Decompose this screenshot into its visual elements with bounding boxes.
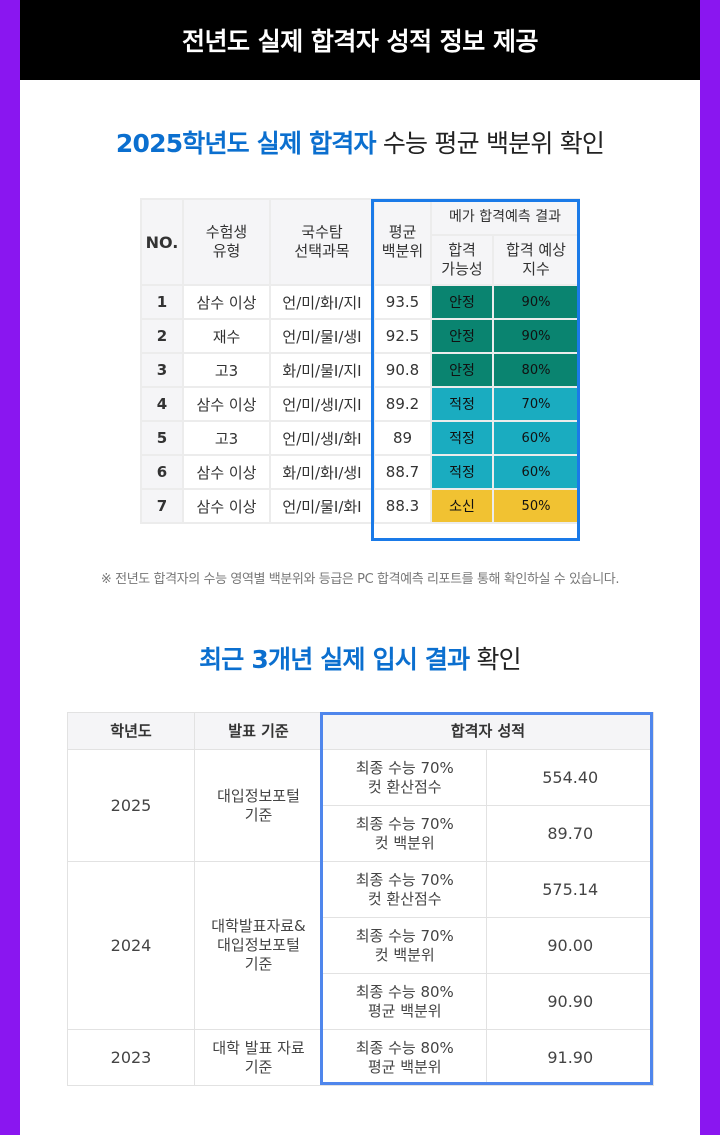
- row-possibility: 소신: [430, 488, 494, 524]
- table-row: 6 삼수 이상 화/미/화I/생I 88.7 적정 60%: [140, 454, 580, 490]
- section1-title-highlight: 2025학년도 실제 합격자: [115, 129, 377, 158]
- row-possibility: 적정: [430, 454, 494, 490]
- row-no: 4: [140, 386, 184, 422]
- row-score-value: 575.14: [486, 861, 654, 918]
- row-avg: 89: [373, 420, 432, 456]
- row-subjects: 화/미/화I/생I: [269, 454, 375, 490]
- row-subjects: 언/미/생I/화I: [269, 420, 375, 456]
- table-row: 최종 수능 70% 컷 백분위 89.70: [68, 805, 654, 862]
- page: 전년도 실제 합격자 성적 정보 제공 2025학년도 실제 합격자 수능 평균…: [20, 0, 700, 1135]
- row-avg: 90.8: [373, 352, 432, 388]
- header-year: 학년도: [67, 712, 195, 750]
- row-index: 50%: [492, 488, 580, 524]
- row-type: 삼수 이상: [182, 284, 271, 320]
- footnote: ※ 전년도 합격자의 수능 영역별 백분위와 등급은 PC 합격예측 리포트를 …: [100, 572, 620, 587]
- header-no: NO.: [140, 198, 184, 286]
- row-no: 7: [140, 488, 184, 524]
- row-possibility: 적정: [430, 386, 494, 422]
- admission-result-table: NO. 수험생 유형 국수탐 선택과목 평균 백분위 메가 합격예측 결과 합격 가능성…: [140, 198, 580, 524]
- row-year: 2023: [67, 1029, 195, 1086]
- banner: 전년도 실제 합격자 성적 정보 제공: [20, 0, 700, 80]
- row-index: 70%: [492, 386, 580, 422]
- three-year-result-table: 학년도 발표 기준 합격자 성적 2025 대입정보포털 기준 최종 수능 70% 컷 …: [67, 712, 654, 1086]
- row-basis: 대학발표자료& 대입정보포털 기준: [194, 861, 323, 1030]
- row-score-label: 최종 수능 70% 컷 환산점수: [321, 861, 488, 918]
- table-row: 2024 대학발표자료& 대입정보포털 기준 최종 수능 70% 컷 환산점수 575.14: [67, 861, 654, 1030]
- row-type: 고3: [182, 352, 271, 388]
- table-row: 최종 수능 80% 평균 백분위 90.90: [68, 973, 654, 1030]
- row-no: 5: [140, 420, 184, 456]
- row-avg: 88.3: [373, 488, 432, 524]
- row-score-label: 최종 수능 70% 컷 환산점수: [321, 749, 488, 806]
- header-type: 수험생 유형: [182, 198, 271, 286]
- row-type: 고3: [182, 420, 271, 456]
- row-avg: 88.7: [373, 454, 432, 490]
- row-index: 60%: [492, 420, 580, 456]
- header-index: 합격 예상 지수: [492, 234, 580, 286]
- row-no: 3: [140, 352, 184, 388]
- row-subjects: 언/미/생I/지I: [269, 386, 375, 422]
- table-row: 7 삼수 이상 언/미/물I/화I 88.3 소신 50%: [140, 488, 580, 524]
- table-row: 4 삼수 이상 언/미/생I/지I 89.2 적정 70%: [140, 386, 580, 422]
- header-possibility: 합격 가능성: [430, 234, 494, 286]
- section1-title-rest: 수능 평균 백분위 확인: [375, 129, 605, 158]
- header-subjects: 국수탐 선택과목: [269, 198, 375, 286]
- row-year: 2024: [67, 861, 195, 1030]
- table-row: 5 고3 언/미/생I/화I 89 적정 60%: [140, 420, 580, 456]
- row-score-value: 91.90: [486, 1029, 654, 1086]
- header-scores: 합격자 성적: [322, 712, 654, 750]
- table-row: 1 삼수 이상 언/미/화I/지I 93.5 안정 90%: [140, 284, 580, 320]
- section2-title-highlight: 최근 3개년 실제 입시 결과: [199, 645, 470, 674]
- row-subjects: 언/미/물I/화I: [269, 488, 375, 524]
- row-score-label: 최종 수능 70% 컷 백분위: [321, 917, 488, 974]
- table-row: 2023 대학 발표 자료 기준 최종 수능 80% 평균 백분위 91.90: [67, 1029, 654, 1086]
- row-possibility: 적정: [430, 420, 494, 456]
- section1-title: 2025학년도 실제 합격자 수능 평균 백분위 확인: [20, 124, 700, 160]
- table-row: 2 재수 언/미/물I/생I 92.5 안정 90%: [140, 318, 580, 354]
- row-score-value: 554.40: [486, 749, 654, 806]
- row-subjects: 화/미/물I/지I: [269, 352, 375, 388]
- row-score-label: 최종 수능 80% 평균 백분위: [321, 973, 488, 1030]
- row-year: 2025: [67, 749, 195, 862]
- row-subjects: 언/미/물I/생I: [269, 318, 375, 354]
- row-index: 60%: [492, 454, 580, 490]
- row-basis: 대입정보포털 기준: [194, 749, 323, 862]
- row-no: 2: [140, 318, 184, 354]
- row-type: 삼수 이상: [182, 386, 271, 422]
- row-avg: 89.2: [373, 386, 432, 422]
- row-index: 80%: [492, 352, 580, 388]
- row-score-label: 최종 수능 70% 컷 백분위: [321, 805, 488, 862]
- row-no: 1: [140, 284, 184, 320]
- header-avg: 평균 백분위: [373, 198, 432, 286]
- section2-title-rest: 확인: [469, 645, 521, 674]
- row-avg: 93.5: [373, 284, 432, 320]
- row-avg: 92.5: [373, 318, 432, 354]
- header-mega-group: 메가 합격예측 결과: [430, 198, 580, 236]
- section2-title: 최근 3개년 실제 입시 결과 확인: [20, 640, 700, 676]
- header-basis: 발표 기준: [194, 712, 323, 750]
- row-score-value: 90.90: [486, 973, 654, 1030]
- row-basis: 대학 발표 자료 기준: [194, 1029, 323, 1086]
- row-type: 삼수 이상: [182, 454, 271, 490]
- row-index: 90%: [492, 318, 580, 354]
- row-score-value: 90.00: [486, 917, 654, 974]
- table-row: 최종 수능 70% 컷 백분위 90.00: [68, 917, 654, 974]
- row-subjects: 언/미/화I/지I: [269, 284, 375, 320]
- table-row: 2025 대입정보포털 기준 최종 수능 70% 컷 환산점수 554.40: [67, 749, 654, 862]
- table-row: 3 고3 화/미/물I/지I 90.8 안정 80%: [140, 352, 580, 388]
- row-score-label: 최종 수능 80% 평균 백분위: [321, 1029, 488, 1086]
- row-score-value: 89.70: [486, 805, 654, 862]
- row-type: 삼수 이상: [182, 488, 271, 524]
- row-possibility: 안정: [430, 284, 494, 320]
- row-no: 6: [140, 454, 184, 490]
- row-possibility: 안정: [430, 318, 494, 354]
- banner-title: 전년도 실제 합격자 성적 정보 제공: [181, 27, 539, 56]
- row-possibility: 안정: [430, 352, 494, 388]
- row-type: 재수: [182, 318, 271, 354]
- row-index: 90%: [492, 284, 580, 320]
